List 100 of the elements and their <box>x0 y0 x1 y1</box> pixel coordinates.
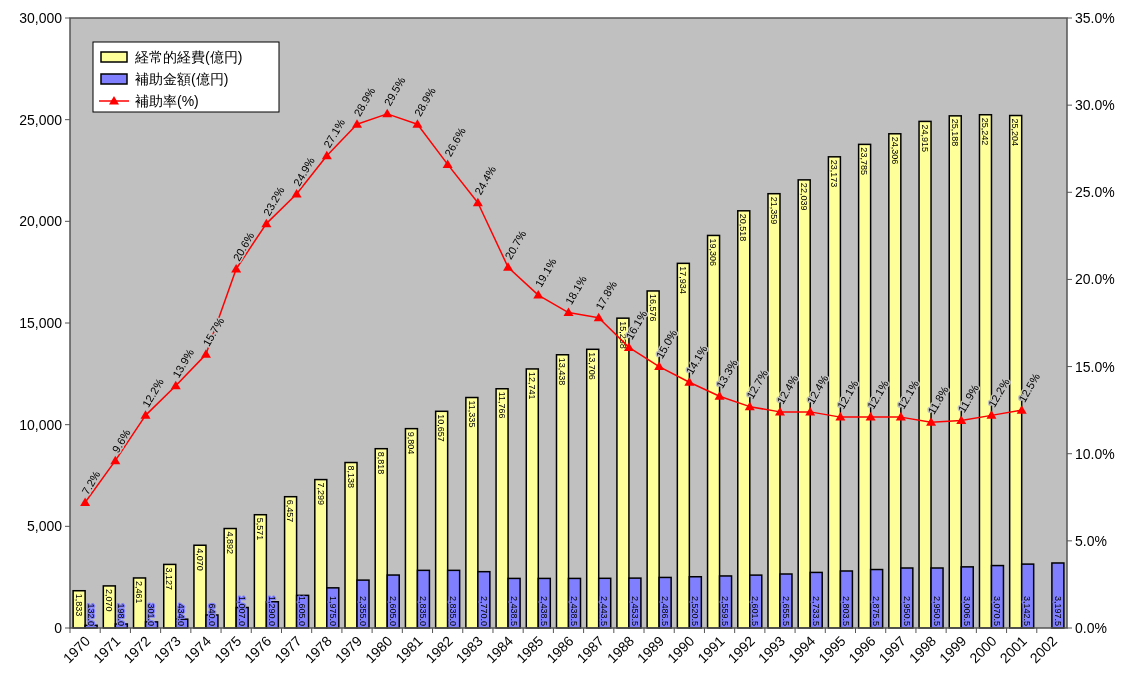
data-label: 4,892 <box>224 531 235 555</box>
data-label: 2,559.5 <box>720 595 731 626</box>
data-label: 17,934 <box>678 266 689 294</box>
data-label: 640.0 <box>206 603 217 626</box>
y-tick-label: 15,000 <box>19 315 63 331</box>
point <box>956 415 967 425</box>
data-label: 8,138 <box>345 465 356 489</box>
y2-tick-label: 10.0% <box>1075 445 1115 462</box>
point <box>563 307 574 317</box>
data-label: 3,006.5 <box>961 595 972 626</box>
point <box>714 391 725 400</box>
data-label: 2,520.5 <box>690 595 701 626</box>
data-label: 2,070 <box>104 588 115 612</box>
point <box>835 412 846 421</box>
data-label: 1,007.0 <box>236 595 247 626</box>
data-label: 25,204 <box>1010 118 1021 147</box>
point <box>926 417 937 426</box>
data-label: 3,127 <box>164 567 175 590</box>
point <box>261 218 272 228</box>
data-label: 2,605.0 <box>387 595 398 626</box>
data-label: 24,915 <box>919 124 930 152</box>
data-label: 22,039 <box>798 182 809 211</box>
data-label: 12,741 <box>526 371 537 400</box>
y-tick-label: 20,000 <box>19 213 63 230</box>
point <box>805 406 816 416</box>
y-tick-label: 0 <box>54 620 63 636</box>
data-label: 3,142.5 <box>1022 595 1033 626</box>
y-tick-label: 10,000 <box>19 416 63 433</box>
data-label: 198.0 <box>116 603 127 626</box>
y2-tick-label: 0.0% <box>1075 620 1107 636</box>
data-label: 21,359 <box>768 196 779 225</box>
point <box>472 197 483 207</box>
data-label: 15,238 <box>617 321 628 349</box>
data-label: 23,173 <box>829 159 840 188</box>
data-label: 2,443.5 <box>599 595 610 626</box>
data-label: 1,833 <box>73 593 84 617</box>
point <box>412 119 423 128</box>
data-label: 2,438.5 <box>538 595 549 626</box>
point <box>744 401 755 411</box>
data-label: 13,706 <box>587 352 598 380</box>
y2-tick-label: 25.0% <box>1075 184 1115 201</box>
data-label: 2,835.0 <box>448 595 459 626</box>
data-label: 11,766 <box>496 391 507 419</box>
point <box>533 290 544 299</box>
point <box>231 263 242 273</box>
data-label: 19,306 <box>708 238 719 266</box>
data-label: 2,803.5 <box>841 595 852 626</box>
legend-label: 補助金額(億円) <box>135 71 229 87</box>
point <box>774 406 785 416</box>
data-label: 1,975.0 <box>327 595 338 626</box>
data-label: 2,655.5 <box>780 595 791 626</box>
y-tick-label: 25,000 <box>19 111 63 128</box>
data-label: 5,571 <box>255 517 266 541</box>
point <box>200 349 211 358</box>
point <box>382 108 393 118</box>
data-label: 1,290.0 <box>267 595 278 626</box>
data-label: 7,299 <box>315 482 326 506</box>
data-label: 3,197.5 <box>1052 595 1063 626</box>
y2-tick-label: 15.0% <box>1075 358 1115 375</box>
point <box>291 189 302 198</box>
point <box>503 262 514 271</box>
data-label: 9,804 <box>406 431 417 455</box>
y-tick-label: 30,000 <box>19 10 63 26</box>
data-label: 6,457 <box>285 499 296 523</box>
data-label: 20,518 <box>738 213 749 242</box>
data-label: 2,453.5 <box>629 595 640 626</box>
data-label: 1,605.0 <box>297 595 308 626</box>
data-label: 132.0 <box>85 603 96 626</box>
point <box>593 312 604 322</box>
point <box>80 497 91 507</box>
point <box>1016 405 1027 414</box>
data-label: 11,335 <box>466 400 477 428</box>
data-label: 25,242 <box>980 117 991 146</box>
data-label: 13,438 <box>557 357 568 386</box>
data-label: 2,733.5 <box>810 595 821 626</box>
data-label: 2,438.5 <box>508 595 519 626</box>
y2-tick-label: 30.0% <box>1075 97 1115 114</box>
data-label: 2,875.5 <box>871 595 882 626</box>
point <box>352 119 363 128</box>
data-label: 24,306 <box>889 136 900 165</box>
data-label: 25,188 <box>949 118 960 147</box>
point <box>654 361 665 371</box>
legend-label: 補助率(%) <box>135 93 199 109</box>
data-label: 301.0 <box>146 603 157 626</box>
point <box>442 159 453 168</box>
data-label: 10,657 <box>436 414 447 442</box>
data-label: 2,835.0 <box>418 595 429 626</box>
point <box>684 377 695 386</box>
point <box>895 412 906 421</box>
data-label: 2,601.5 <box>750 595 761 626</box>
data-label: 2,950.5 <box>901 595 912 626</box>
point <box>140 410 151 419</box>
data-label: 2,486.5 <box>659 595 670 626</box>
y-tick-label: 5,000 <box>26 518 63 535</box>
data-label: 434.0 <box>176 603 187 626</box>
point <box>986 410 997 419</box>
point <box>865 412 876 421</box>
y2-tick-label: 5.0% <box>1075 532 1107 549</box>
data-label: 2,770.0 <box>478 595 489 626</box>
data-label: 2,461 <box>134 580 145 604</box>
